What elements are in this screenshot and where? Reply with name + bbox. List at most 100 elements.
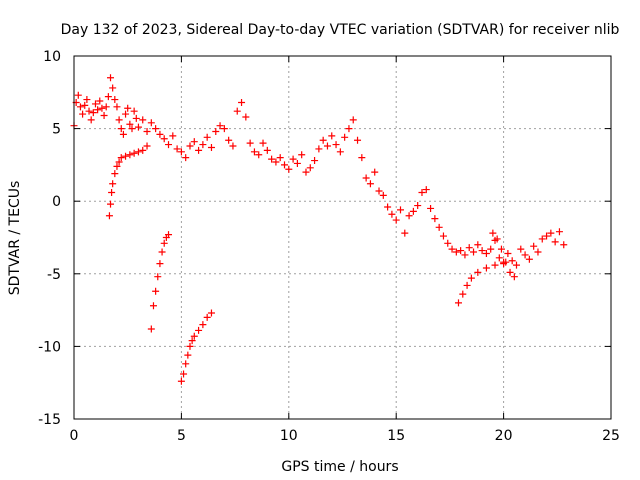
data-point: [177, 377, 185, 385]
data-point: [474, 241, 482, 249]
data-point: [156, 260, 164, 268]
data-point: [323, 142, 331, 150]
data-point: [100, 112, 108, 120]
data-point: [152, 287, 160, 295]
data-point: [354, 136, 362, 144]
data-point: [392, 216, 400, 224]
data-point: [285, 165, 293, 173]
axis-ticks: 0 5 10 15 20 25 -15 -10 -5 0 5 10: [38, 49, 620, 444]
data-point: [126, 120, 134, 128]
data-point: [263, 146, 271, 154]
data-point: [517, 245, 525, 253]
data-point: [465, 244, 473, 252]
data-point: [534, 248, 542, 256]
data-point: [315, 145, 323, 153]
data-point: [111, 96, 119, 104]
data-point: [108, 188, 116, 196]
data-point: [493, 235, 501, 243]
data-point: [134, 123, 142, 131]
y-tick-label: -15: [38, 412, 61, 428]
data-point: [467, 274, 475, 282]
data-point: [478, 247, 486, 255]
y-tick-label: -10: [38, 339, 61, 355]
data-point: [459, 290, 467, 298]
data-point: [87, 116, 95, 124]
x-tick-label: 10: [280, 428, 298, 444]
data-point: [147, 325, 155, 333]
data-point: [130, 107, 138, 115]
data-point: [461, 251, 469, 259]
data-point: [152, 125, 160, 133]
x-tick-label: 25: [602, 428, 620, 444]
data-point: [113, 162, 121, 170]
data-point: [199, 141, 207, 149]
data-point: [74, 91, 82, 99]
data-point: [246, 139, 254, 147]
data-point: [85, 107, 93, 115]
data-point: [105, 212, 113, 220]
data-point: [454, 299, 462, 307]
data-point: [543, 232, 551, 240]
data-point: [143, 128, 151, 136]
data-point: [109, 84, 117, 92]
data-point: [435, 223, 443, 231]
data-point: [102, 103, 110, 111]
data-point: [259, 139, 267, 147]
data-point: [298, 151, 306, 159]
data-point: [448, 245, 456, 253]
x-tick-label: 0: [70, 428, 79, 444]
data-point: [96, 97, 104, 105]
data-point: [510, 273, 518, 281]
data-point: [345, 125, 353, 133]
data-point: [336, 148, 344, 156]
x-tick-label: 5: [177, 428, 186, 444]
data-point: [538, 235, 546, 243]
data-point: [83, 96, 91, 104]
data-point: [521, 251, 529, 259]
data-point: [452, 248, 460, 256]
data-point: [184, 351, 192, 359]
y-tick-label: 0: [52, 194, 61, 210]
data-point: [250, 148, 258, 156]
data-point: [375, 187, 383, 195]
data-point: [439, 232, 447, 240]
grid-lines: [74, 56, 611, 419]
data-point: [293, 159, 301, 167]
data-point: [384, 203, 392, 211]
data-point: [91, 100, 99, 108]
data-point: [474, 268, 482, 276]
data-point: [358, 154, 366, 162]
y-tick-label: 5: [52, 122, 61, 138]
data-point: [79, 110, 87, 118]
data-point: [328, 132, 336, 140]
data-point: [555, 228, 563, 236]
data-point: [143, 142, 151, 150]
data-point: [482, 249, 490, 257]
data-point: [124, 104, 132, 112]
data-point: [418, 188, 426, 196]
data-point: [199, 321, 207, 329]
data-point: [379, 191, 387, 199]
data-point: [182, 154, 190, 162]
data-point: [109, 180, 117, 188]
data-point: [341, 133, 349, 141]
data-point: [195, 326, 203, 334]
data-point: [482, 264, 490, 272]
data-point: [113, 103, 121, 111]
data-point: [203, 313, 211, 321]
data-point: [212, 128, 220, 136]
data-point: [414, 202, 422, 210]
data-point: [530, 242, 538, 250]
data-point: [132, 114, 140, 122]
data-point: [489, 229, 497, 237]
data-point: [216, 122, 224, 130]
data-point: [177, 148, 185, 156]
data-point: [207, 143, 215, 151]
data-point: [388, 210, 396, 218]
data-point: [180, 370, 188, 378]
data-point: [405, 212, 413, 220]
data-point: [306, 164, 314, 172]
data-point: [525, 255, 533, 263]
data-point: [457, 247, 465, 255]
